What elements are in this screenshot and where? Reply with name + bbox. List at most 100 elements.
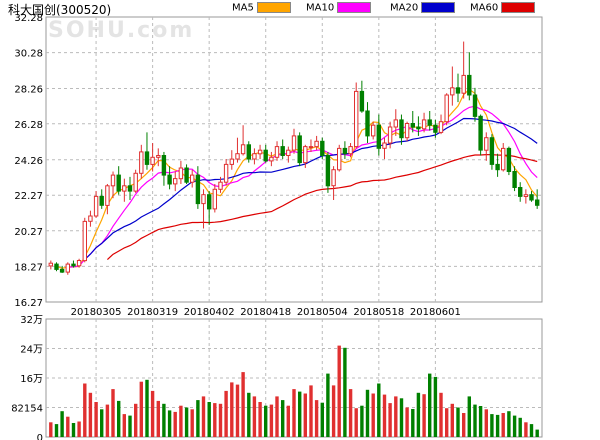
- candle-body: [76, 260, 82, 267]
- candle-body: [399, 119, 404, 139]
- candle-body: [139, 151, 144, 174]
- volume-bar: [105, 404, 110, 437]
- candle-body: [523, 194, 529, 197]
- x-tick-label: 20180418: [240, 307, 291, 318]
- volume-bar: [501, 413, 505, 437]
- volume-bar: [286, 405, 290, 437]
- candle-body: [331, 169, 336, 187]
- candle-body: [82, 220, 87, 262]
- volume-bar: [275, 396, 279, 437]
- candle-body: [348, 146, 353, 155]
- candle-body: [433, 124, 438, 133]
- candle-body: [133, 172, 138, 192]
- volume-bar: [100, 409, 104, 437]
- volume-bar: [360, 405, 364, 437]
- volume-bar: [162, 403, 166, 437]
- volume-bar: [167, 410, 172, 437]
- ma-line-ma20: [84, 117, 538, 260]
- volume-bar: [309, 385, 313, 437]
- volume-bar: [524, 422, 528, 438]
- legend-ma20: MA20: [390, 2, 456, 14]
- candle-body: [404, 123, 410, 139]
- volume-bar: [529, 424, 534, 437]
- candle-body: [65, 263, 70, 273]
- candle-body: [325, 155, 331, 187]
- price-y-tick-label: 28.26: [14, 85, 43, 96]
- ma-line-ma10: [67, 105, 538, 268]
- candle-body: [393, 119, 399, 128]
- volume-bar: [235, 384, 240, 437]
- candle-body: [387, 126, 393, 144]
- legend-ma10-swatch: [337, 2, 372, 13]
- volume-bar: [241, 372, 245, 437]
- volume-bar: [49, 422, 53, 438]
- price-y-tick-label: 22.27: [14, 191, 43, 202]
- volume-bar: [139, 381, 143, 437]
- candle-body: [371, 124, 376, 137]
- candle-body: [235, 153, 240, 160]
- candle-body: [274, 146, 280, 158]
- candle-body: [88, 215, 93, 222]
- candle-body: [240, 144, 246, 155]
- candle-body: [93, 195, 99, 217]
- volume-bar: [320, 402, 324, 437]
- candle-body: [495, 163, 500, 171]
- ma-line-ma5: [56, 88, 538, 269]
- volume-bar: [445, 408, 449, 437]
- volume-bar: [377, 383, 381, 437]
- volume-bar: [343, 347, 347, 437]
- volume-y-tick-label: 24万: [20, 345, 43, 356]
- legend-ma20-label: MA20: [390, 2, 419, 14]
- candle-body: [461, 74, 466, 94]
- candle-body: [489, 137, 495, 165]
- candle-body: [337, 147, 342, 171]
- volume-bar: [354, 408, 358, 437]
- volume-bar: [348, 389, 353, 437]
- volume-bar: [247, 392, 251, 438]
- candle-body: [308, 146, 314, 149]
- volume-bar: [111, 389, 115, 437]
- candle-body: [150, 156, 155, 165]
- candle-body: [246, 144, 252, 160]
- candle-body: [257, 149, 263, 155]
- candle-body: [184, 167, 189, 183]
- volume-bar: [467, 396, 471, 437]
- volume-bar: [134, 403, 138, 437]
- candle-body: [376, 124, 382, 149]
- volume-bar: [179, 405, 183, 437]
- volume-bar: [150, 390, 155, 437]
- candle-body: [99, 195, 104, 206]
- ma-line-ma60: [106, 153, 538, 261]
- candle-body: [122, 185, 127, 192]
- candle-body: [518, 187, 523, 197]
- x-tick-label: 20180305: [71, 307, 122, 318]
- candle-body: [354, 90, 359, 148]
- volume-bar: [518, 417, 522, 437]
- volume-bar: [512, 415, 517, 437]
- volume-bar: [495, 414, 500, 437]
- candle-body: [127, 185, 133, 192]
- volume-bar: [94, 402, 98, 437]
- candle-body: [54, 263, 59, 270]
- volume-bar: [456, 407, 460, 437]
- volume-y-tick-label: 82154: [11, 404, 43, 415]
- candle-body: [105, 185, 110, 206]
- candle-body: [342, 147, 348, 155]
- candle-body: [190, 174, 195, 183]
- price-y-tick-label: 20.27: [14, 227, 43, 238]
- legend-ma5-label: MA5: [232, 2, 254, 14]
- candle-body: [178, 167, 184, 180]
- x-tick-label: 20180402: [184, 307, 235, 318]
- volume-bar: [303, 393, 307, 437]
- volume-bar: [490, 414, 494, 437]
- candle-body: [263, 149, 268, 162]
- volume-bar: [156, 400, 160, 437]
- volume-bar: [473, 404, 477, 437]
- candle-body: [365, 110, 370, 137]
- volume-bar: [371, 393, 375, 437]
- candle-body: [512, 171, 517, 188]
- volume-bar: [230, 382, 234, 437]
- candle-body: [201, 194, 206, 205]
- volume-bar: [450, 403, 454, 437]
- volume-bar: [478, 406, 483, 437]
